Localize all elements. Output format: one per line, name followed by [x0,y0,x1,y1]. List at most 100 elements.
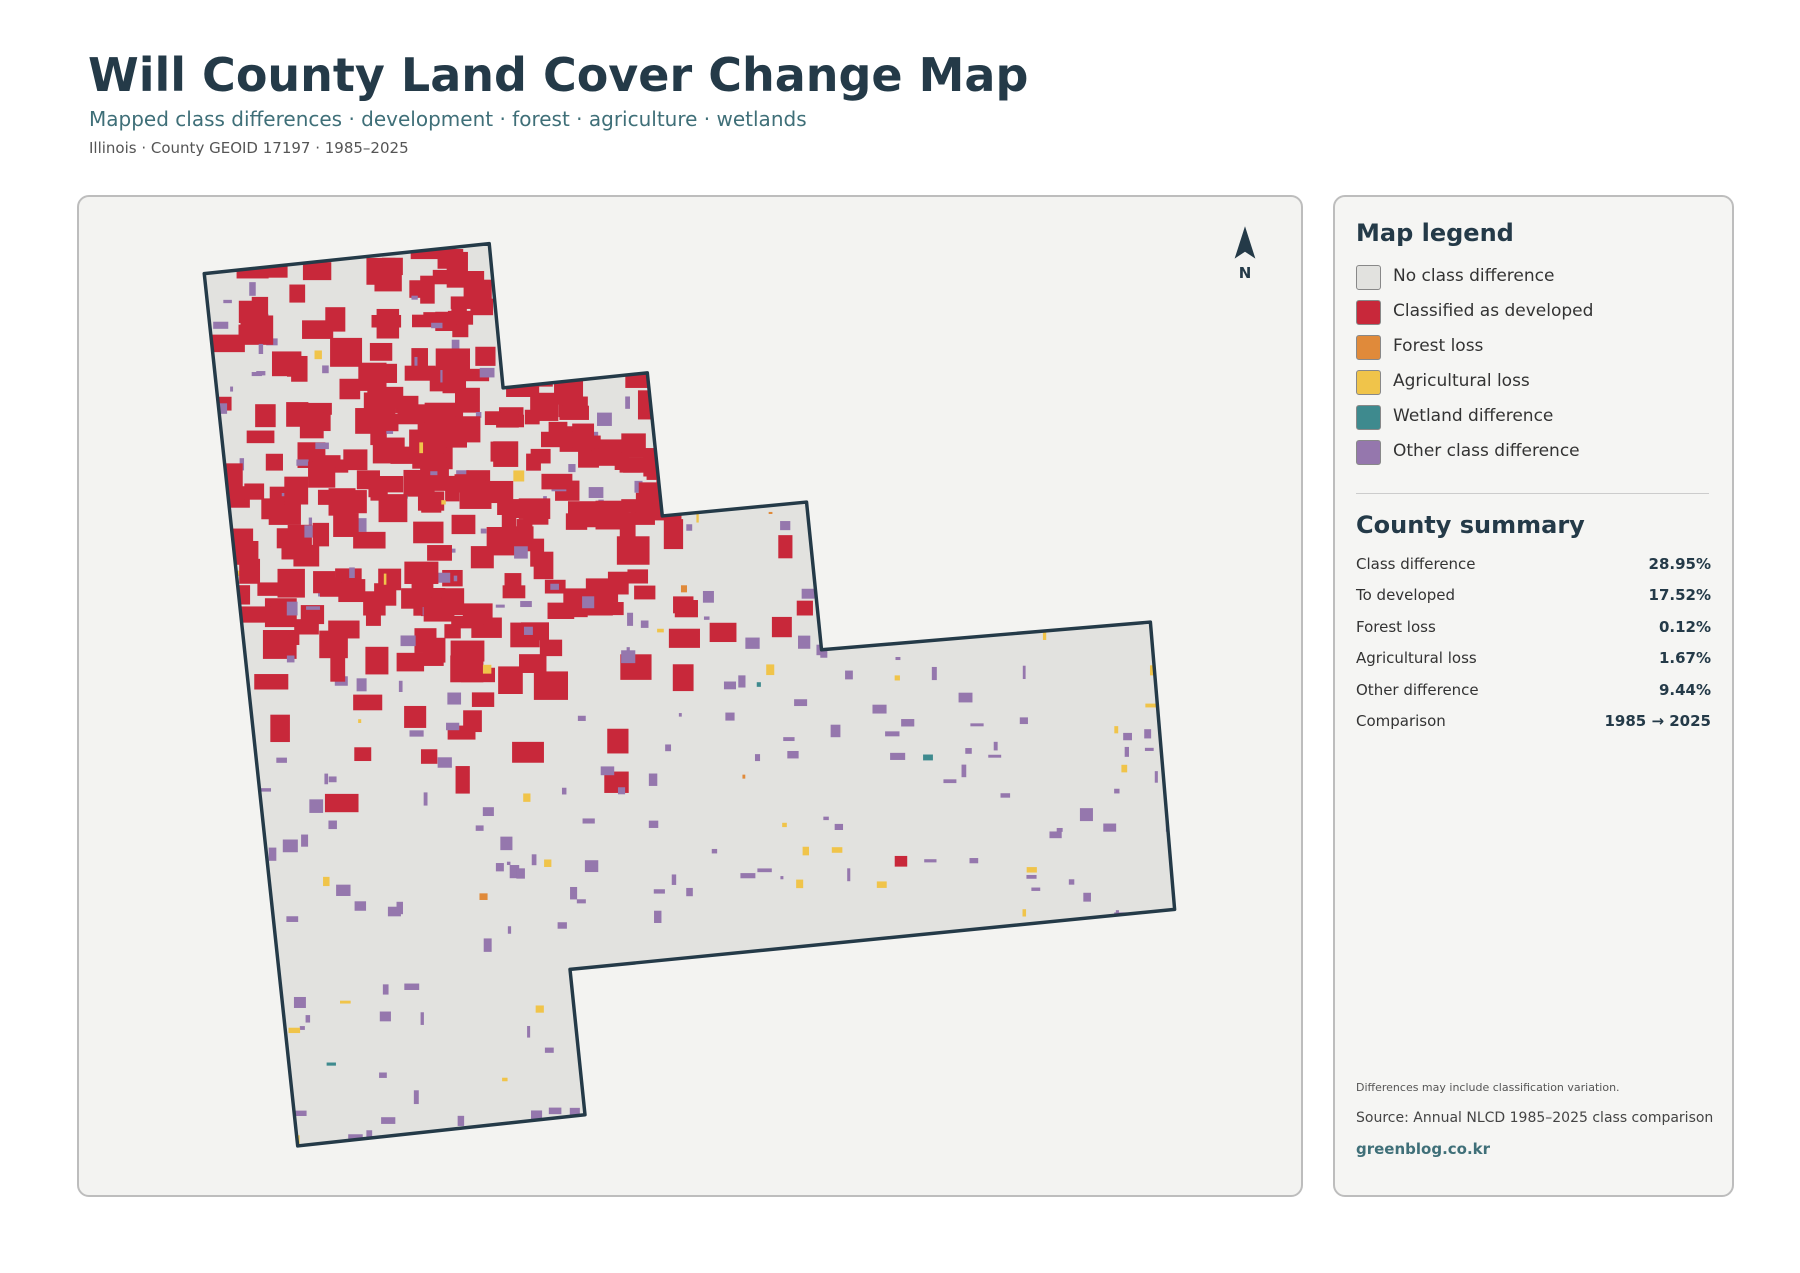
cover-patch [430,471,438,476]
cover-patch [625,396,630,409]
cover-patch [507,259,523,272]
cover-patch [524,409,540,425]
cover-patch [800,997,811,1003]
cover-patch [654,350,675,380]
cover-patch [257,788,272,792]
cover-patch [820,649,828,658]
cover-patch [437,757,452,768]
cover-patch [1082,611,1087,615]
cover-patch [1137,1089,1142,1094]
cover-patch [686,887,693,897]
cover-patch [556,273,568,284]
cover-patch [711,443,728,473]
cover-patch [709,622,737,643]
cover-patch [404,705,427,728]
cover-patch [1058,1003,1071,1011]
cover-patch [1010,246,1017,256]
cover-patch [1031,279,1040,286]
cover-patch [878,467,891,475]
cover-patch [686,524,693,531]
cover-patch [1028,965,1041,975]
cover-patch [221,624,244,647]
cover-patch [498,286,501,291]
cover-patch [238,324,270,337]
cover-patch [324,773,329,785]
cover-patch [823,816,829,821]
cover-patch [204,439,209,454]
cover-patch [1131,541,1136,552]
cover-patch [716,249,738,273]
cover-patch [235,1098,247,1103]
cover-patch [1068,374,1081,387]
cover-patch [516,868,525,879]
cover-patch [444,624,461,639]
cover-patch [969,1139,973,1146]
legend-label: Other class difference [1393,441,1580,461]
cover-patch [648,820,659,828]
cover-patch [908,306,922,317]
cover-patch [1034,1140,1041,1146]
cover-patch [780,1064,785,1069]
cover-patch [654,910,662,923]
cover-patch [308,517,313,526]
cover-patch [256,371,266,376]
cover-patch [506,861,511,865]
cover-patch [207,903,211,915]
cover-patch [668,424,676,432]
cover-patch [343,449,368,471]
cover-patch [582,596,595,609]
cover-patch [463,710,482,733]
cover-patch [607,571,629,595]
cover-patch [295,1110,307,1116]
cover-patch [854,345,865,351]
cover-patch [212,877,225,889]
cover-patch [271,351,302,377]
cover-patch [1026,867,1037,873]
cover-patch [284,476,309,505]
cover-patch [831,847,843,853]
cover-patch [356,678,367,692]
cover-patch [573,336,597,359]
cover-patch [1121,764,1128,773]
cover-patch [340,1000,351,1004]
cover-patch [457,1115,465,1126]
cover-patch [379,386,404,409]
cover-patch [540,431,574,448]
cover-patch [1114,788,1120,794]
cover-patch [296,459,309,466]
cover-patch [377,413,399,432]
legend-title: Map legend [1356,219,1514,247]
cover-patch [676,307,695,323]
cover-patch [1124,1025,1128,1038]
cover-patch [716,467,740,497]
cover-patch [535,318,561,333]
cover-patch [314,350,322,360]
cover-patch [680,424,710,452]
cover-patch [702,973,710,978]
cover-patch [1079,808,1093,822]
cover-patch [906,288,921,297]
cover-patch [576,899,586,904]
cover-patch [698,1017,712,1025]
summary-value: 9.44% [1658,680,1711,699]
cover-patch [220,660,230,668]
cover-patch [1115,282,1127,291]
source: Source: Annual NLCD 1985–2025 class comp… [1356,1110,1714,1126]
cover-patch [421,497,442,513]
cover-patch [607,728,629,754]
cover-patch [196,658,203,666]
cover-patch [1159,494,1171,499]
cover-patch [844,404,860,430]
cover-patch [1066,551,1077,559]
cover-patch [236,606,271,623]
cover-patch [1028,413,1036,417]
cover-patch [943,779,957,784]
cover-patch [270,714,290,743]
cover-patch [222,1058,228,1068]
county-outline [202,241,1177,1148]
cover-patch [961,442,969,448]
cover-patch [431,322,443,329]
cover-patch [227,724,243,738]
legend-swatch [1356,440,1381,465]
cover-patch [1067,250,1074,259]
